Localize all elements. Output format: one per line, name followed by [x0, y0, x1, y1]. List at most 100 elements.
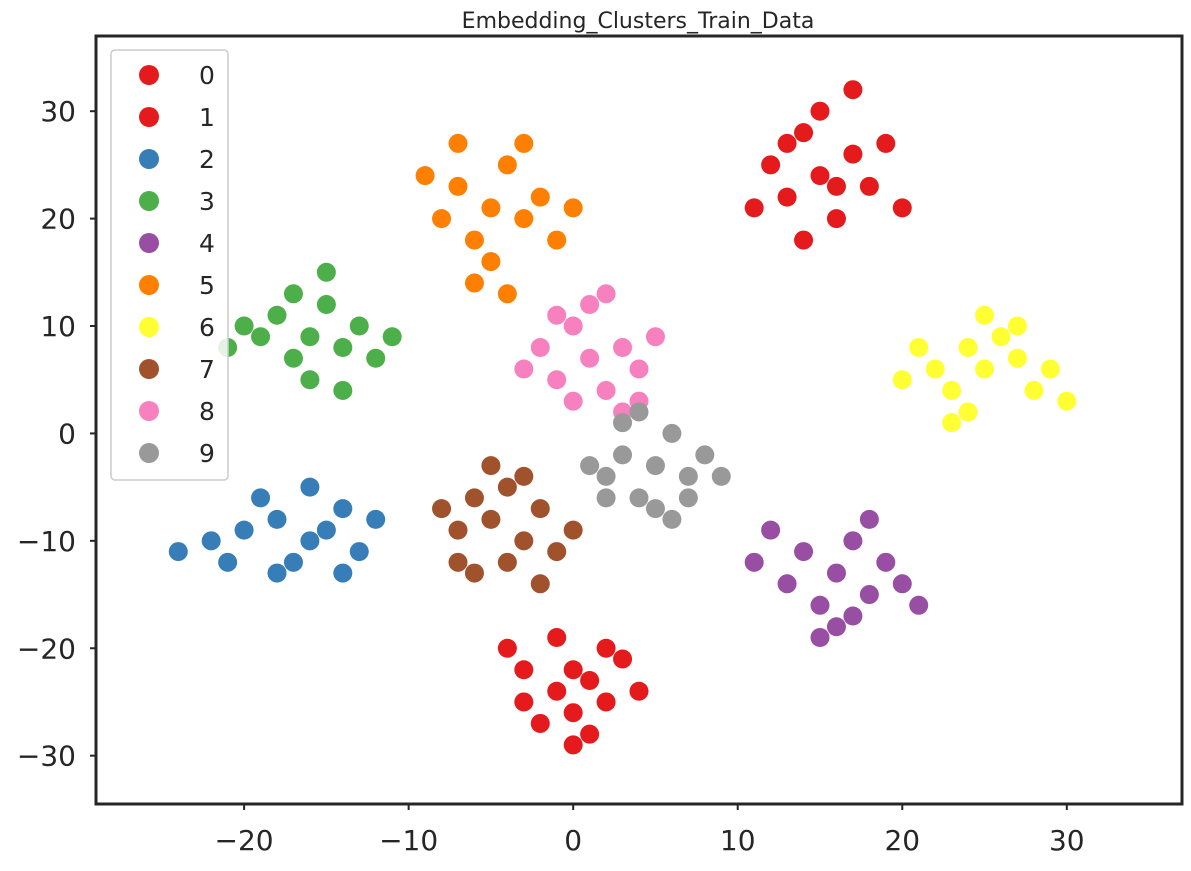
- point-cluster-5-13: [497, 284, 517, 304]
- legend-label-8: 8: [199, 397, 215, 426]
- point-cluster-4-3: [810, 595, 830, 615]
- points-layer: [168, 80, 1077, 755]
- legend-label-0: 0: [199, 61, 215, 90]
- point-cluster-7-1: [514, 531, 534, 551]
- point-cluster-6-13: [1057, 391, 1077, 411]
- chart-title: Embedding_Clusters_Train_Data: [462, 9, 815, 34]
- point-cluster-7-10: [432, 499, 452, 519]
- legend-marker-9: [139, 443, 159, 463]
- legend-label-7: 7: [199, 355, 215, 384]
- x-tick-label: 10: [720, 824, 756, 857]
- y-tick-label: −30: [17, 740, 76, 773]
- point-cluster-1-11: [843, 80, 863, 100]
- point-cluster-3-10: [283, 284, 303, 304]
- point-cluster-6-6: [1024, 380, 1044, 400]
- point-cluster-9-14: [596, 488, 616, 508]
- point-cluster-4-2: [859, 585, 879, 605]
- legend-marker-7: [139, 359, 159, 379]
- point-cluster-9-12: [629, 402, 649, 422]
- point-cluster-0-14: [563, 660, 583, 680]
- point-cluster-9-0: [645, 456, 665, 476]
- point-cluster-5-11: [547, 230, 567, 250]
- point-cluster-1-13: [826, 176, 846, 196]
- point-cluster-4-0: [826, 563, 846, 583]
- point-cluster-2-1: [300, 531, 320, 551]
- point-cluster-6-10: [942, 413, 962, 433]
- point-cluster-5-10: [464, 273, 484, 293]
- point-cluster-5-2: [514, 209, 534, 229]
- point-cluster-8-0: [580, 348, 600, 368]
- legend-label-3: 3: [199, 187, 215, 216]
- point-cluster-6-0: [975, 359, 995, 379]
- point-cluster-4-10: [810, 628, 830, 648]
- x-tick-label: 0: [564, 824, 582, 857]
- point-cluster-7-2: [464, 488, 484, 508]
- point-cluster-2-12: [333, 563, 353, 583]
- legend-label-2: 2: [199, 145, 215, 174]
- point-cluster-8-5: [530, 337, 550, 357]
- point-cluster-2-3: [333, 499, 353, 519]
- point-cluster-1-6: [859, 176, 879, 196]
- point-cluster-6-7: [975, 305, 995, 325]
- point-cluster-0-8: [497, 638, 517, 658]
- point-cluster-0-7: [613, 649, 633, 669]
- point-cluster-6-8: [909, 337, 929, 357]
- point-cluster-7-4: [530, 499, 550, 519]
- point-cluster-7-12: [481, 456, 501, 476]
- point-cluster-7-14: [448, 552, 468, 572]
- point-cluster-2-14: [366, 509, 386, 529]
- point-cluster-0-11: [547, 628, 567, 648]
- point-cluster-5-12: [448, 133, 468, 153]
- point-cluster-3-2: [333, 337, 353, 357]
- point-cluster-2-8: [349, 542, 369, 562]
- point-cluster-7-0: [481, 509, 501, 529]
- legend-marker-5: [139, 275, 159, 295]
- point-cluster-8-11: [645, 327, 665, 347]
- point-cluster-3-13: [316, 262, 336, 282]
- x-tick-label: 30: [1049, 824, 1085, 857]
- point-cluster-8-4: [596, 380, 616, 400]
- point-cluster-3-9: [366, 348, 386, 368]
- point-cluster-2-5: [251, 488, 271, 508]
- point-cluster-6-12: [892, 370, 912, 390]
- point-cluster-1-12: [777, 133, 797, 153]
- point-cluster-8-8: [514, 359, 534, 379]
- legend-marker-2: [139, 149, 159, 169]
- point-cluster-8-1: [547, 370, 567, 390]
- y-tick-label: 0: [58, 417, 76, 450]
- point-cluster-5-5: [432, 209, 452, 229]
- point-cluster-9-2: [678, 466, 698, 486]
- point-cluster-9-6: [695, 445, 715, 465]
- point-cluster-3-8: [234, 316, 254, 336]
- y-tick-label: 10: [40, 310, 76, 343]
- plot-frame: [94, 34, 1184, 806]
- point-cluster-4-6: [876, 552, 896, 572]
- point-cluster-6-11: [1007, 316, 1027, 336]
- point-cluster-8-12: [547, 305, 567, 325]
- point-cluster-0-1: [547, 681, 567, 701]
- point-cluster-9-3: [629, 488, 649, 508]
- point-cluster-5-1: [448, 176, 468, 196]
- point-cluster-2-4: [283, 552, 303, 572]
- point-cluster-9-13: [662, 509, 682, 529]
- point-cluster-2-6: [316, 520, 336, 540]
- point-cluster-4-8: [761, 520, 781, 540]
- y-tick-label: −20: [17, 632, 76, 665]
- point-cluster-0-12: [596, 638, 616, 658]
- point-cluster-9-5: [596, 466, 616, 486]
- point-cluster-4-12: [744, 552, 764, 572]
- point-cluster-0-0: [514, 660, 534, 680]
- point-cluster-1-5: [761, 155, 781, 175]
- legend-label-9: 9: [199, 439, 215, 468]
- point-cluster-3-4: [316, 295, 336, 315]
- point-cluster-0-2: [563, 703, 583, 723]
- legend-marker-6: [139, 317, 159, 337]
- point-cluster-7-5: [448, 520, 468, 540]
- point-cluster-3-5: [251, 327, 271, 347]
- point-cluster-8-6: [629, 359, 649, 379]
- point-cluster-1-4: [826, 209, 846, 229]
- point-cluster-1-8: [744, 198, 764, 218]
- point-cluster-2-0: [267, 509, 287, 529]
